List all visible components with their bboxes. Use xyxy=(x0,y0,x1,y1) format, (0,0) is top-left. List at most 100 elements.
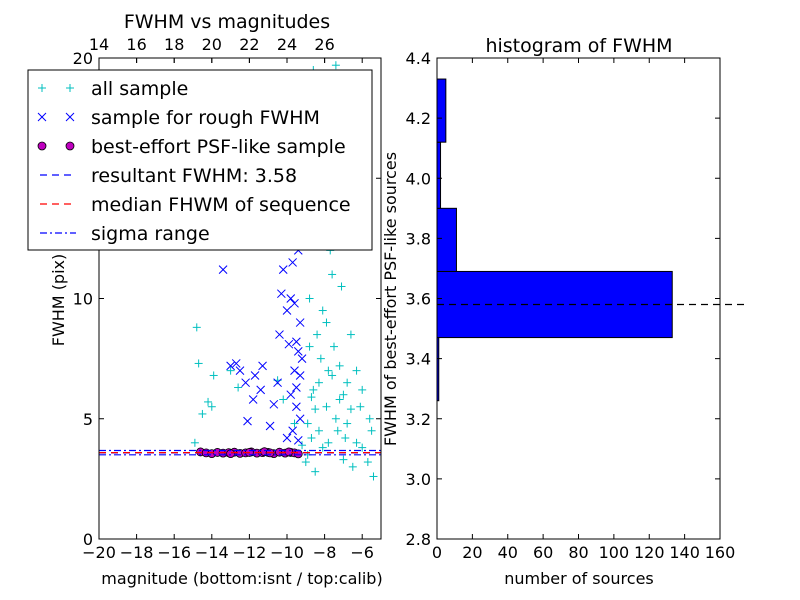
rough-sample-point xyxy=(295,371,305,380)
all-sample-point xyxy=(346,405,355,414)
rough-sample-point xyxy=(218,265,228,274)
all-sample-point xyxy=(311,405,320,414)
legend-label: sample for rough FWHM xyxy=(91,107,320,129)
all-sample-point xyxy=(365,414,374,423)
all-sample-point xyxy=(324,366,333,375)
rough-sample-point xyxy=(295,318,305,327)
x-tick-label: 60 xyxy=(533,543,553,562)
all-sample-point xyxy=(309,385,318,394)
top-tick-label: 26 xyxy=(314,35,334,54)
right-x-axis-label: number of sources xyxy=(504,569,654,588)
all-sample-point xyxy=(343,378,352,387)
rough-sample-point xyxy=(250,371,260,380)
all-sample-point xyxy=(328,371,337,380)
rough-sample-point xyxy=(288,258,297,267)
x-tick-label: −10 xyxy=(270,543,304,562)
all-sample-point xyxy=(318,306,327,315)
all-sample-point xyxy=(348,462,357,471)
rough-sample-point xyxy=(292,402,301,412)
all-sample-point xyxy=(339,455,348,464)
all-sample-point xyxy=(358,385,367,394)
rough-sample-point xyxy=(273,378,282,388)
all-sample-point xyxy=(356,402,365,411)
all-sample-point xyxy=(314,378,323,387)
top-tick-label: 14 xyxy=(89,35,109,54)
all-sample-point xyxy=(314,426,323,435)
all-sample-point xyxy=(192,323,201,332)
histogram-bar xyxy=(436,141,442,209)
rough-sample-point xyxy=(256,385,266,395)
x-tick-label: 120 xyxy=(634,543,665,562)
y-tick-label: 3.6 xyxy=(406,290,431,309)
x-tick-label: 140 xyxy=(669,543,700,562)
legend-label: all sample xyxy=(91,78,188,100)
rough-sample-point xyxy=(290,298,299,308)
rough-sample-point xyxy=(235,366,245,376)
all-sample-point xyxy=(234,383,243,392)
rough-sample-point xyxy=(292,337,301,347)
legend-marker xyxy=(65,112,75,122)
legend-marker xyxy=(37,112,47,122)
y-tick-label: 4.2 xyxy=(406,109,431,128)
psf-sample-point xyxy=(284,447,294,457)
all-sample-point xyxy=(343,419,352,428)
psf-sample-point xyxy=(226,449,236,459)
all-sample-point xyxy=(307,433,316,442)
all-sample-point xyxy=(209,371,218,380)
all-sample-point xyxy=(358,443,367,452)
all-sample-point xyxy=(335,361,344,370)
all-sample-point xyxy=(303,419,312,428)
x-tick-label: −14 xyxy=(195,543,229,562)
all-sample-point xyxy=(305,294,314,303)
all-sample-point xyxy=(363,458,372,467)
y-tick-label: 3.0 xyxy=(406,470,431,489)
all-sample-point xyxy=(339,390,348,399)
y-tick-label: 3.4 xyxy=(406,350,431,369)
legend-entry: best-effort PSF-like sample xyxy=(37,136,346,158)
all-sample-point xyxy=(331,414,340,423)
y-tick-label: 2.8 xyxy=(406,530,431,549)
all-sample-point xyxy=(194,359,203,368)
rough-sample-point xyxy=(269,399,279,409)
all-sample-point xyxy=(204,397,213,406)
rough-sample-point xyxy=(265,421,275,431)
all-sample-point xyxy=(341,433,350,442)
rough-sample-point xyxy=(286,294,296,303)
top-tick-label: 16 xyxy=(126,35,146,54)
left-x-axis-label: magnitude (bottom:isnt / top:calib) xyxy=(101,569,382,588)
x-tick-label: −16 xyxy=(157,543,191,562)
y-tick-label: 4.0 xyxy=(406,169,431,188)
rough-sample-point xyxy=(248,395,258,404)
right-plot-area: 0 20 40 60 80 100 120 140 160 2.8 3.0 3.2 3.4 3.6 3.8 4… xyxy=(406,49,747,562)
all-sample-point xyxy=(352,366,361,375)
y-tick-label: 0 xyxy=(83,530,93,549)
all-sample-point xyxy=(318,443,327,452)
all-sample-point xyxy=(346,330,355,339)
all-sample-point xyxy=(190,438,199,447)
legend-marker xyxy=(38,84,46,92)
left-plot-area: −20 −18 −16 −14 −12 −10 −8 −6 14 16 18 20 22 24 26 0 5 10… xyxy=(73,35,382,562)
y-tick-label: 5 xyxy=(83,410,93,429)
left-chart-title: FWHM vs magnitudes xyxy=(124,11,330,33)
all-sample-point xyxy=(226,366,235,375)
rough-sample-point xyxy=(278,265,288,274)
all-sample-point xyxy=(337,282,346,291)
rough-sample-point xyxy=(231,359,241,368)
legend-label: best-effort PSF-like sample xyxy=(91,136,346,158)
rough-sample-point xyxy=(282,433,292,443)
legend-marker xyxy=(65,141,75,151)
all-sample-point xyxy=(322,402,331,411)
rough-sample-point xyxy=(243,416,252,426)
all-sample-point xyxy=(367,426,376,435)
legend-entry: sigma range xyxy=(40,223,210,245)
all-sample-point xyxy=(298,441,307,450)
rough-sample-point xyxy=(226,361,235,371)
rough-sample-point xyxy=(292,383,301,392)
legend-entry: all sample xyxy=(38,78,188,100)
y-tick-label: 3.8 xyxy=(406,229,431,248)
all-sample-point xyxy=(352,438,361,447)
x-tick-label: 20 xyxy=(462,543,482,562)
y-tick-label: 10 xyxy=(73,290,93,309)
top-tick-label: 24 xyxy=(277,35,297,54)
x-tick-label: −18 xyxy=(120,543,154,562)
